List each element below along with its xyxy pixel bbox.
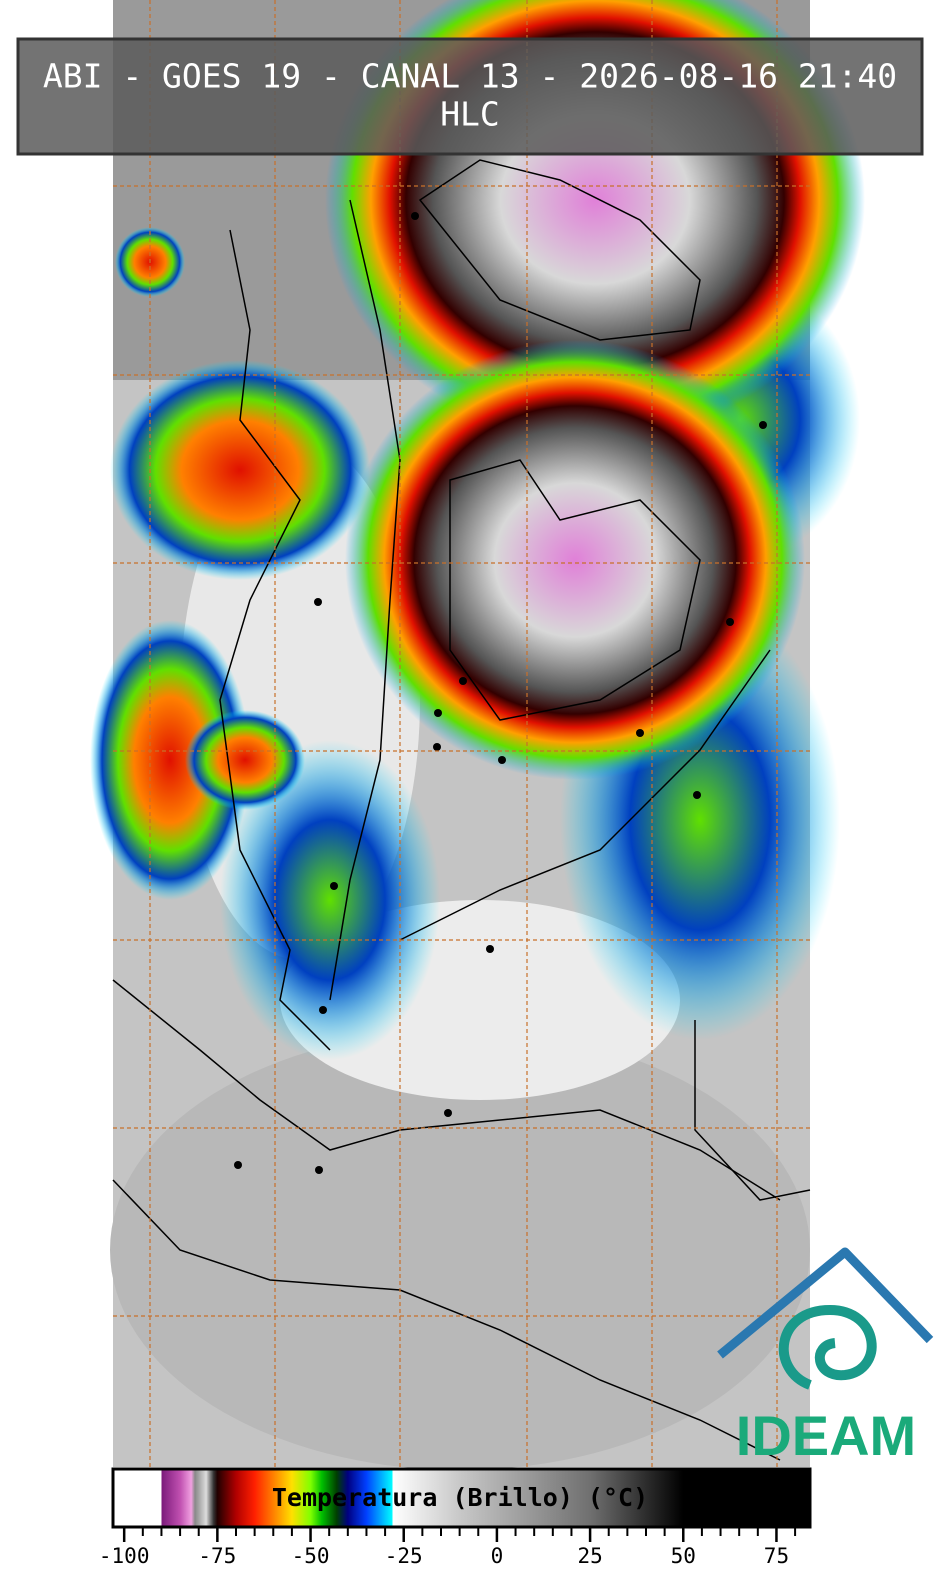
tick-label: -25: [385, 1544, 423, 1568]
colorbar-label: Temperatura (Brillo) (°C): [272, 1483, 648, 1512]
title: ABI - GOES 19 - CANAL 13 - 2026-08-16 21…: [43, 57, 897, 96]
logo-text: IDEAM: [736, 1404, 916, 1467]
title-box: ABI - GOES 19 - CANAL 13 - 2026-08-16 21…: [16, 37, 924, 156]
subtitle: HLC: [440, 95, 500, 134]
tick-label: 50: [671, 1544, 696, 1568]
tick-label: 0: [491, 1544, 504, 1568]
tick-label: 25: [577, 1544, 602, 1568]
logo: IDEAM: [717, 1247, 934, 1467]
satellite-map: [90, 0, 865, 1470]
tick-label: -50: [292, 1544, 330, 1568]
tick-label: 75: [764, 1544, 789, 1568]
colorbar: Temperatura (Brillo) (°C) -100 -75 -50 -25 0…: [99, 1467, 812, 1568]
tick-label: -75: [198, 1544, 236, 1568]
tick-label: -100: [99, 1544, 150, 1568]
colorbar-fill: [111, 1467, 812, 1529]
